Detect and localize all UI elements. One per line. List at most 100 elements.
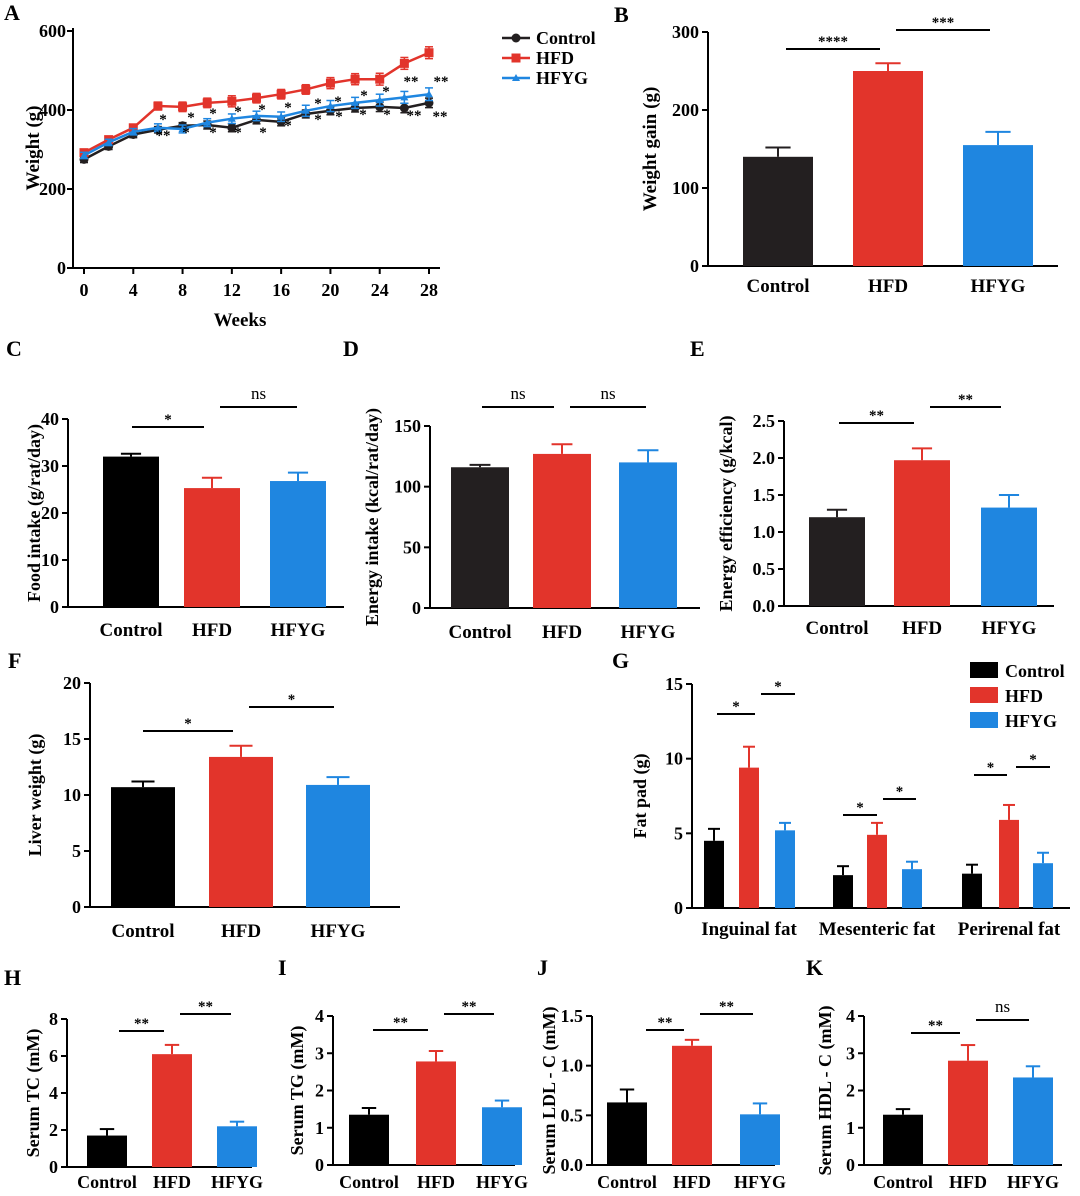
bar-G-Control-Mesenteric fat [833,875,853,908]
panel-G: G 0 5 10 15 Fat pad (g) Inguinal fat Mesenteric… [612,648,1070,940]
data-point-HFD [178,102,188,112]
y-axis-label-I: Serum TG (mM) [287,1026,308,1156]
significance-label-A-hfyg: ** [434,74,449,90]
panel-label-E: E [690,336,705,361]
panel-label-B: B [614,2,629,27]
significance-label-A-hfyg: * [284,100,292,116]
y-tick-label-G: 0 [674,898,683,918]
data-point-HFYG [178,124,187,132]
bar-H-HFYG [217,1126,257,1167]
x-tick-label-A: 12 [223,280,241,300]
significance-label-A-hfyg: ** [404,74,419,90]
data-point-HFD [153,101,163,111]
y-tick-label-J: 0.5 [561,1105,584,1125]
significance-label-D: ns [510,384,525,403]
legend-marker-HFD [511,53,521,63]
legend-label-Control: Control [536,28,596,48]
x-tick-label-K: HFYG [1007,1172,1059,1191]
significance-label-A-control: * [259,125,267,141]
significance-label-C: * [164,412,172,428]
x-tick-label-K: Control [873,1172,933,1191]
significance-label-A-hfyg: * [159,112,167,128]
y-tick-label-K: 1 [846,1118,855,1138]
panel-E: E 0.0 0.5 1.0 1.5 2.0 2.5 Energy efficiency (g/… [690,336,1054,639]
y-tick-label-D: 150 [394,416,421,436]
bar-D-Control [451,467,509,608]
data-point-Control [375,102,385,112]
bar-K-HFD [948,1060,988,1165]
bar-J-Control [607,1102,647,1165]
x-tick-label-A: 24 [371,280,389,300]
data-point-HFD [350,74,360,84]
significance-label-F: * [288,692,296,708]
significance-label-A-hfyg: * [258,102,266,118]
bar-G-HFD-Perirenal fat [999,819,1019,908]
x-tick-label-J: HFD [673,1172,711,1191]
significance-label-A-control: * [182,125,190,141]
x-tick-label-I: Control [339,1172,399,1191]
y-tick-label-F: 15 [63,729,81,749]
significance-label-A-control: * [234,125,242,141]
significance-label-A-hfyg: * [334,94,342,110]
bar-I-Control [349,1114,389,1165]
y-tick-label-A: 0 [57,258,66,278]
significance-label-J: ** [719,999,734,1015]
bar-G-HFYG-Mesenteric fat [902,869,922,908]
significance-label-A-hfyg: * [209,106,217,122]
y-tick-label-J: 1.5 [561,1006,584,1026]
legend-label-G-HFD: HFD [1005,686,1043,706]
significance-label-H: ** [198,999,213,1015]
bar-G-Control-Inguinal fat [704,840,724,908]
significance-label-I: ** [462,999,477,1015]
x-tick-label-I: HFD [417,1172,455,1191]
x-tick-label-F: HFD [221,921,261,942]
bar-J-HFD [672,1045,712,1165]
x-tick-label-F: Control [112,921,175,942]
y-tick-label-J: 1.0 [561,1056,584,1076]
data-point-HFD [276,89,286,99]
y-tick-label-I: 1 [315,1118,324,1138]
significance-label-I: ** [393,1015,408,1031]
data-point-HFD [399,58,409,68]
panel-B: B 0 100 200 300 Weight gain (g) Control HFD HFYG… [614,2,1058,297]
bar-E-HFYG [981,507,1037,606]
y-tick-label-G: 5 [674,823,683,843]
x-axis-label-A: Weeks [214,310,267,331]
bar-G-HFD-Mesenteric fat [867,834,887,908]
significance-label-A-control: * [359,107,367,123]
y-tick-label-E: 2.0 [753,448,776,468]
y-tick-label-A: 400 [39,100,66,120]
bar-F-HFYG [306,784,370,907]
panel-label-G: G [612,648,629,673]
x-tick-label-C: HFD [192,620,232,641]
bar-D-HFYG [619,462,677,608]
significance-label-G: * [774,679,782,695]
x-tick-label-D: HFD [542,622,582,643]
panel-label-A: A [4,0,20,25]
bar-K-HFYG [1013,1077,1053,1165]
panel-K: K 0 1 2 3 4 Serum HDL - C (mM) Control HFD HFYG **… [806,955,1062,1192]
significance-label-A-control: * [335,109,343,125]
significance-label-G: * [896,784,904,800]
x-tick-label-D: Control [449,622,512,643]
data-point-HFYG [252,111,261,119]
y-tick-label-E: 2.5 [753,411,776,431]
x-tick-label-C: HFYG [271,620,326,641]
y-tick-label-G: 10 [665,749,683,769]
y-tick-label-J: 0.0 [561,1155,584,1175]
x-tick-label-H: HFD [153,1172,191,1191]
x-tick-label-H: HFYG [211,1172,263,1191]
data-point-HFYG [277,112,286,120]
bar-B-HFYG [963,145,1033,266]
significance-label-G: * [1029,752,1037,768]
x-tick-label-A: 0 [80,280,89,300]
significance-label-A-control: * [209,125,217,141]
y-tick-label-D: 0 [412,598,421,618]
legend-label-HFD: HFD [536,48,574,68]
x-tick-label-A: 4 [129,280,138,300]
panel-label-D: D [343,336,359,361]
x-tick-label-H: Control [77,1172,137,1191]
significance-label-A-hfyg: * [234,104,242,120]
y-axis-label-K: Serum HDL - C (mM) [815,1006,836,1176]
